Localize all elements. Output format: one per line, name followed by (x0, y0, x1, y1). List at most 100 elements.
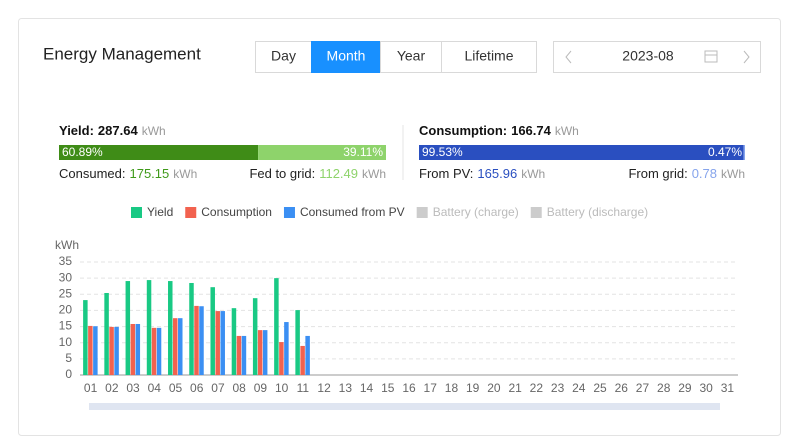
split-label: 0.47% (708, 145, 742, 159)
x-tick-label: 02 (105, 381, 119, 395)
legend-swatch[interactable] (416, 207, 428, 218)
bar (284, 322, 289, 375)
x-tick-label: 26 (615, 381, 629, 395)
legend-label[interactable]: Yield (147, 205, 173, 219)
x-tick-label: 08 (233, 381, 247, 395)
unit: kWh (555, 124, 579, 138)
x-tick-label: 27 (636, 381, 650, 395)
bar (236, 335, 242, 375)
stat-label: Fed to grid: (249, 166, 315, 181)
next-arrow[interactable] (743, 50, 750, 64)
split-bar (419, 145, 744, 160)
unit: kWh (142, 124, 166, 138)
tab[interactable] (311, 41, 381, 73)
panel-total: 287.64 (98, 123, 139, 138)
x-tick-label: 17 (424, 381, 438, 395)
unit: kWh (521, 167, 545, 181)
tab[interactable] (441, 41, 537, 73)
bar (125, 281, 131, 375)
stat-label: Consumed: (59, 166, 125, 181)
bar (189, 282, 194, 375)
legend-swatch[interactable] (185, 207, 197, 218)
split-label: 60.89% (62, 145, 103, 159)
stat-label: From grid: (628, 166, 687, 181)
x-tick-label: 24 (572, 381, 586, 395)
x-tick-label: 09 (254, 381, 268, 395)
bar (305, 335, 310, 375)
y-tick-label: 15 (59, 319, 73, 333)
legend-label[interactable]: Consumption (201, 205, 272, 219)
x-tick-label: 06 (190, 381, 204, 395)
y-tick-label: 5 (65, 351, 72, 365)
stat: From grid: 0.78 kWh (628, 166, 745, 181)
bar (300, 345, 305, 375)
bar (252, 298, 258, 375)
bar (151, 327, 157, 375)
tab[interactable] (255, 41, 312, 73)
bar (104, 292, 109, 375)
x-tick-label: 21 (508, 381, 522, 395)
split-bar (59, 145, 259, 160)
y-tick-label: 35 (59, 254, 73, 268)
bar (178, 318, 183, 375)
panel-label: Yield: (59, 123, 94, 138)
panel-total: 166.74 (511, 123, 552, 138)
x-tick-label: 07 (211, 381, 225, 395)
prev-arrow[interactable] (565, 50, 572, 64)
y-tick-label: 30 (59, 270, 73, 284)
x-tick-label: 20 (487, 381, 501, 395)
split-label: 99.53% (422, 145, 463, 159)
bar (168, 281, 173, 375)
stat: From PV: 165.96 kWh (419, 166, 545, 181)
x-tick-label: 18 (445, 381, 459, 395)
legend-label[interactable]: Battery (charge) (433, 205, 519, 219)
stat-value: 175.15 (129, 166, 169, 181)
tab-label[interactable]: Month (327, 48, 366, 64)
y-tick-label: 25 (59, 286, 73, 300)
calendar-icon[interactable] (704, 50, 718, 63)
bar (210, 287, 215, 375)
x-tick-label: 19 (466, 381, 480, 395)
legend-swatch[interactable] (530, 207, 542, 218)
bar (215, 311, 220, 375)
legend-label[interactable]: Battery (discharge) (547, 205, 648, 219)
x-tick-label: 22 (530, 381, 544, 395)
x-tick-label: 30 (699, 381, 713, 395)
y-tick-label: 0 (65, 367, 72, 381)
stat-value: 112.49 (319, 166, 358, 181)
bar (88, 325, 93, 375)
stat: Consumed: 175.15 kWh (59, 166, 197, 181)
bar (173, 318, 178, 375)
x-tick-label: 31 (721, 381, 735, 395)
tab-label[interactable]: Lifetime (464, 48, 513, 64)
x-tick-label: 25 (593, 381, 607, 395)
unit: kWh (173, 167, 197, 181)
scrollbar[interactable] (89, 403, 720, 410)
legend-label[interactable]: Consumed from PV (300, 205, 405, 219)
x-tick-label: 29 (678, 381, 692, 395)
x-tick-label: 28 (657, 381, 671, 395)
tab-label[interactable]: Day (271, 48, 296, 64)
x-tick-label: 10 (275, 381, 289, 395)
bar (146, 280, 152, 375)
legend-swatch[interactable] (131, 207, 142, 218)
split-label: 39.11% (343, 145, 383, 159)
date-value[interactable]: 2023-08 (622, 48, 674, 64)
bar (262, 330, 268, 375)
stat-value: 0.78 (692, 166, 717, 181)
unit: kWh (362, 167, 386, 181)
bar (257, 330, 263, 375)
x-tick-label: 16 (402, 381, 416, 395)
bar (194, 305, 199, 375)
bar (130, 323, 136, 375)
x-tick-label: 03 (126, 381, 140, 395)
bar (279, 342, 284, 375)
x-tick-label: 15 (381, 381, 395, 395)
x-tick-label: 12 (317, 381, 331, 395)
split-bar (743, 145, 745, 160)
tab-label[interactable]: Year (397, 48, 426, 64)
date-picker: 2023-08 (553, 41, 761, 73)
legend-swatch[interactable] (283, 207, 295, 218)
